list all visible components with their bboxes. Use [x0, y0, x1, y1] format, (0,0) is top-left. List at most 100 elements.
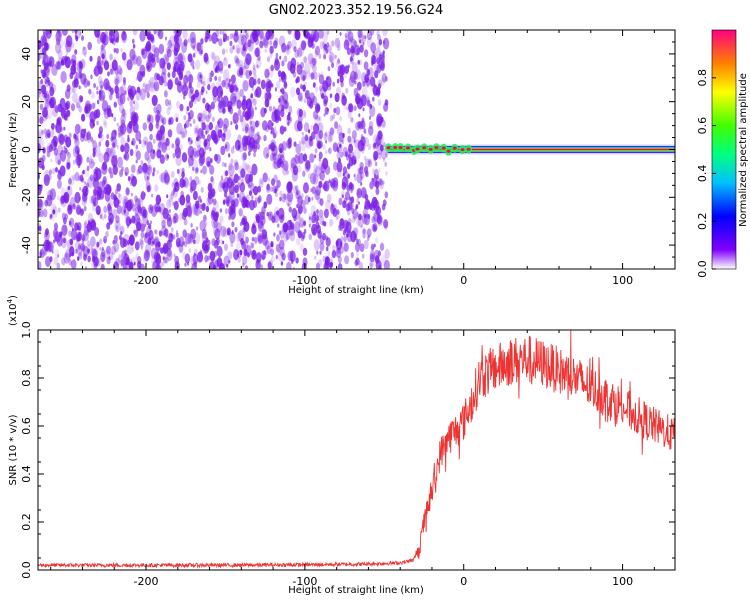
noise-speckle	[61, 257, 66, 266]
noise-speckle	[120, 119, 126, 129]
noise-speckle	[263, 38, 269, 49]
noise-speckle	[125, 256, 130, 266]
noise-speckle	[116, 65, 122, 75]
noise-speckle	[286, 190, 294, 203]
noise-speckle	[222, 199, 226, 205]
noise-speckle	[111, 245, 117, 255]
noise-speckle	[236, 99, 242, 110]
noise-speckle	[153, 47, 160, 58]
noise-speckle	[179, 131, 182, 135]
noise-speckle	[146, 32, 151, 40]
noise-speckle	[355, 204, 359, 209]
noise-speckle	[355, 69, 362, 81]
noise-speckle	[142, 83, 145, 87]
noise-speckle	[121, 30, 127, 41]
noise-speckle	[352, 148, 356, 155]
noise-speckle	[192, 65, 195, 70]
noise-speckle	[83, 191, 87, 198]
noise-speckle	[280, 71, 286, 80]
noise-speckle	[95, 108, 101, 119]
noise-speckle	[260, 179, 263, 185]
noise-speckle	[123, 196, 129, 206]
noise-speckle	[128, 234, 135, 246]
noise-speckle	[293, 156, 296, 162]
noise-speckle	[230, 92, 237, 105]
noise-speckle	[302, 84, 306, 92]
noise-speckle	[166, 107, 171, 116]
noise-speckle	[332, 113, 336, 120]
noise-speckle	[172, 215, 177, 224]
noise-speckle	[329, 218, 334, 227]
noise-speckle	[167, 239, 171, 245]
noise-speckle	[336, 151, 341, 160]
noise-speckle	[195, 200, 200, 209]
noise-speckle	[346, 103, 351, 113]
noise-speckle	[75, 154, 82, 166]
noise-speckle	[309, 57, 316, 69]
noise-speckle	[359, 44, 364, 53]
noise-speckle	[381, 53, 385, 59]
noise-speckle	[120, 48, 123, 53]
noise-speckle	[162, 67, 167, 76]
noise-speckle	[300, 140, 307, 152]
noise-speckle	[317, 115, 320, 121]
noise-speckle	[288, 141, 292, 149]
noise-speckle	[228, 78, 232, 83]
noise-speckle	[254, 30, 260, 38]
noise-speckle	[355, 95, 361, 105]
noise-speckle	[195, 59, 201, 70]
noise-speckle	[273, 211, 280, 223]
noise-speckle	[146, 61, 152, 73]
noise-speckle	[68, 177, 72, 185]
noise-speckle	[360, 187, 367, 199]
noise-speckle	[301, 136, 306, 145]
noise-speckle	[256, 196, 261, 204]
noise-speckle	[382, 50, 385, 55]
noise-speckle	[245, 69, 251, 79]
noise-speckle	[214, 75, 218, 81]
noise-speckle	[341, 140, 344, 145]
x-tick-label: -200	[134, 575, 159, 588]
noise-speckle	[327, 83, 332, 91]
noise-speckle	[323, 43, 328, 51]
noise-speckle	[255, 120, 259, 128]
noise-speckle	[350, 48, 356, 58]
noise-speckle	[301, 131, 304, 136]
noise-speckle	[314, 154, 317, 159]
noise-speckle	[111, 113, 114, 118]
noise-speckle	[353, 173, 356, 178]
noise-speckle	[343, 72, 348, 79]
noise-speckle	[343, 242, 349, 252]
noise-speckle	[255, 86, 262, 98]
noise-speckle	[200, 210, 202, 214]
noise-speckle	[90, 91, 95, 100]
noise-speckle	[279, 77, 282, 83]
noise-speckle	[151, 44, 156, 53]
noise-speckle	[377, 265, 382, 269]
noise-speckle	[53, 222, 59, 231]
noise-speckle	[326, 193, 332, 203]
noise-speckle	[350, 188, 353, 194]
noise-speckle	[82, 230, 89, 242]
noise-speckle	[133, 229, 136, 235]
noise-speckle	[294, 30, 299, 36]
noise-speckle	[369, 253, 375, 263]
noise-speckle	[351, 216, 356, 224]
noise-speckle	[316, 104, 321, 112]
noise-speckle	[380, 62, 385, 72]
noise-speckle	[78, 157, 81, 163]
noise-speckle	[242, 44, 246, 52]
noise-speckle	[158, 230, 163, 237]
noise-speckle	[223, 117, 229, 130]
noise-speckle	[290, 86, 296, 98]
noise-speckle	[260, 264, 264, 269]
noise-speckle	[81, 234, 86, 241]
noise-speckle	[120, 144, 125, 153]
noise-speckle	[114, 220, 121, 233]
noise-speckle	[367, 143, 372, 151]
noise-speckle	[325, 199, 331, 211]
noise-speckle	[251, 249, 257, 260]
noise-speckle	[84, 187, 88, 193]
noise-speckle	[213, 198, 217, 206]
noise-speckle	[372, 224, 377, 233]
